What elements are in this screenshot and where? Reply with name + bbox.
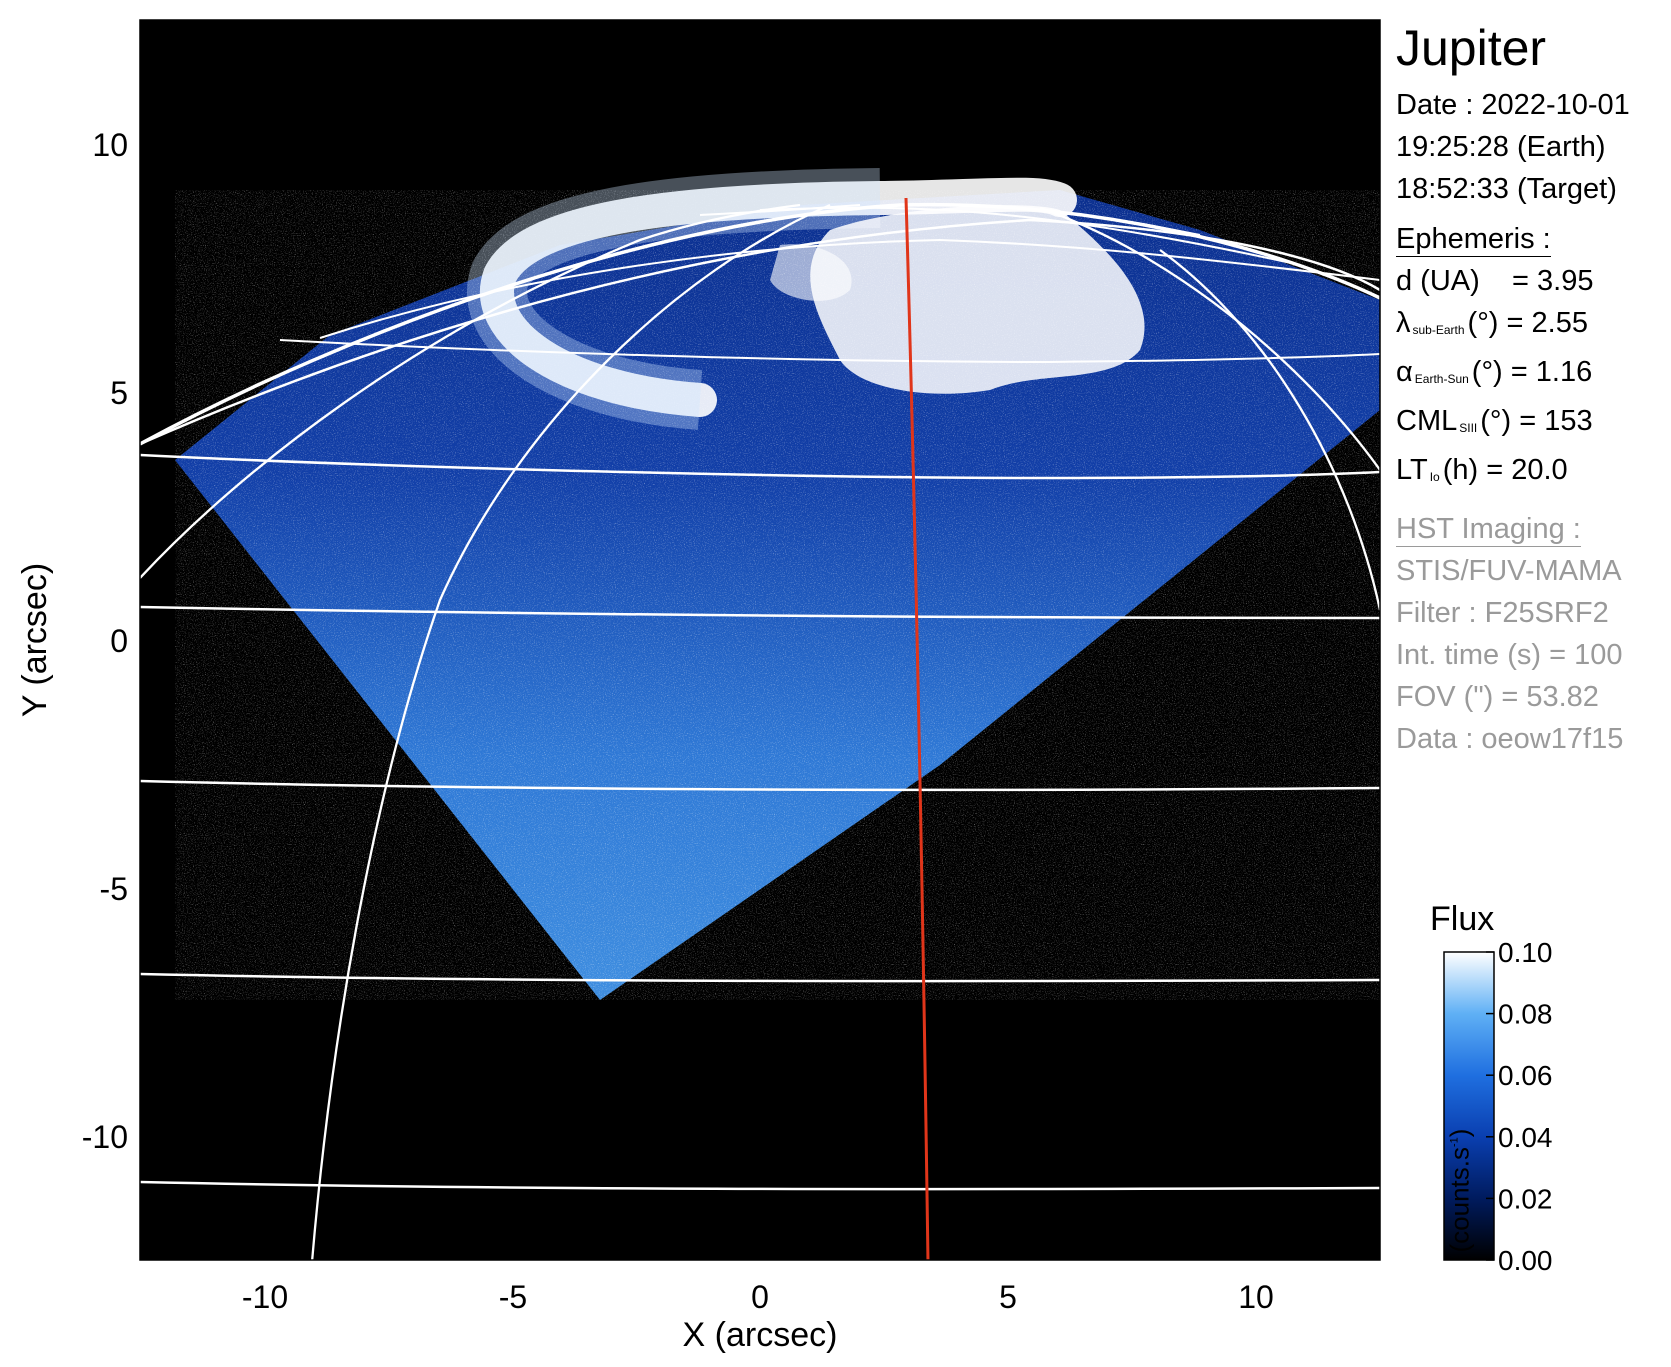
hst-filter: Filter : F25SRF2 [1396,597,1609,629]
hst-heading: HST Imaging : [1396,513,1581,547]
colorbar-tick-label: 0.10 [1498,937,1553,968]
colorbar-tick-label: 0.00 [1498,1245,1553,1276]
ephemeris-cml: CML SIII (°) = 153 [1396,400,1666,449]
colorbar-unit: (counts.s-1) [1445,1091,1476,1291]
alpha-subscript: Earth-Sun [1414,372,1469,386]
lambda-value: = 2.55 [1506,307,1588,339]
latitude-grid [140,206,1380,1191]
observation-time-target: 18:52:33 (Target) [1396,173,1617,205]
observation-date: Date : 2022-10-01 [1396,89,1630,121]
distance-label: d (UA) [1396,265,1480,297]
lt-unit: (h) [1442,454,1479,486]
central-meridian [904,197,930,1260]
lt-subscript: Io [1429,470,1440,484]
x-tick-label: 0 [751,1279,769,1315]
ephemeris-sub-earth-latitude: λ sub-Earth (°) = 2.55 [1396,302,1666,351]
x-axis-title: X (arcsec) [683,1316,838,1354]
colorbar-gradient [1443,951,1495,1261]
colorbar-unit-exponent: -1 [1448,1137,1461,1147]
hst-fov: FOV (") = 53.82 [1396,681,1599,713]
observation-time-earth: 19:25:28 (Earth) [1396,131,1606,163]
colorbar-unit-close: ) [1444,1128,1475,1138]
y-tick-label: -5 [100,871,128,907]
ephemeris-heading: Ephemeris : [1396,223,1551,257]
cml-unit: (°) [1480,405,1512,437]
cml-symbol: CML [1396,405,1458,437]
alpha-unit: (°) [1471,356,1503,388]
hst-instrument: STIS/FUV-MAMA [1396,555,1622,587]
colorbar-tick-label: 0.06 [1498,1060,1553,1091]
ephemeris-phase-angle: α Earth-Sun (°) = 1.16 [1396,351,1666,400]
x-tick-label: 5 [999,1279,1017,1315]
observation-block: Date : 2022-10-01 19:25:28 (Earth) 18:52… [1396,84,1666,210]
hst-block: HST Imaging : STIS/FUV-MAMA Filter : F25… [1396,508,1666,760]
lt-value: = 20.0 [1486,454,1568,486]
x-tick-label: -5 [499,1279,527,1315]
hst-dataset: Data : oeow17f15 [1396,723,1624,755]
y-tick-label: 0 [110,623,128,659]
y-axis: 10 5 0 -5 -10 Y (arcsec) [16,127,128,1155]
x-tick-label: -10 [242,1279,288,1315]
y-tick-label: 10 [92,127,128,163]
lambda-symbol: λ [1396,307,1411,339]
colorbar: 0.10 0.08 0.06 0.04 0.02 0.00 [1443,937,1553,1276]
alpha-symbol: α [1396,356,1413,388]
target-name: Jupiter [1396,20,1547,76]
colorbar-title: Flux [1430,900,1495,938]
cml-value: = 153 [1519,405,1593,437]
y-tick-label: 5 [110,375,128,411]
y-axis-title: Y (arcsec) [16,563,54,717]
y-tick-label: -10 [82,1119,128,1155]
lt-symbol: LT [1396,454,1428,486]
cml-subscript: SIII [1459,421,1478,435]
distance-value: = 3.95 [1512,265,1594,297]
lambda-subscript: sub-Earth [1412,323,1465,337]
x-tick-label: 10 [1238,1279,1274,1315]
polar-emission [810,205,1145,394]
colorbar-unit-text: (counts.s [1444,1146,1475,1253]
lambda-unit: (°) [1467,307,1499,339]
ephemeris-local-time: LT Io (h) = 20.0 [1396,449,1666,498]
ephemeris-block: Ephemeris : d (UA) = 3.95 λ sub-Earth (°) … [1396,218,1666,498]
x-axis: -10 -5 0 5 10 X (arcsec) [242,1279,1274,1354]
planet-limb [140,202,1380,446]
alpha-value: = 1.16 [1510,356,1593,388]
plot-frame [139,19,1381,1261]
colorbar-tick-label: 0.04 [1498,1122,1553,1153]
colorbar-tick-label: 0.08 [1498,999,1553,1030]
main-auroral-oval [480,177,1077,417]
info-panel: Jupiter Date : 2022-10-01 19:25:28 (Eart… [1396,18,1666,760]
hst-integration-time: Int. time (s) = 100 [1396,639,1623,671]
colorbar-tick-label: 0.02 [1498,1183,1553,1214]
longitude-grid [140,203,1380,1260]
ephemeris-distance: d (UA) = 3.95 [1396,260,1666,302]
